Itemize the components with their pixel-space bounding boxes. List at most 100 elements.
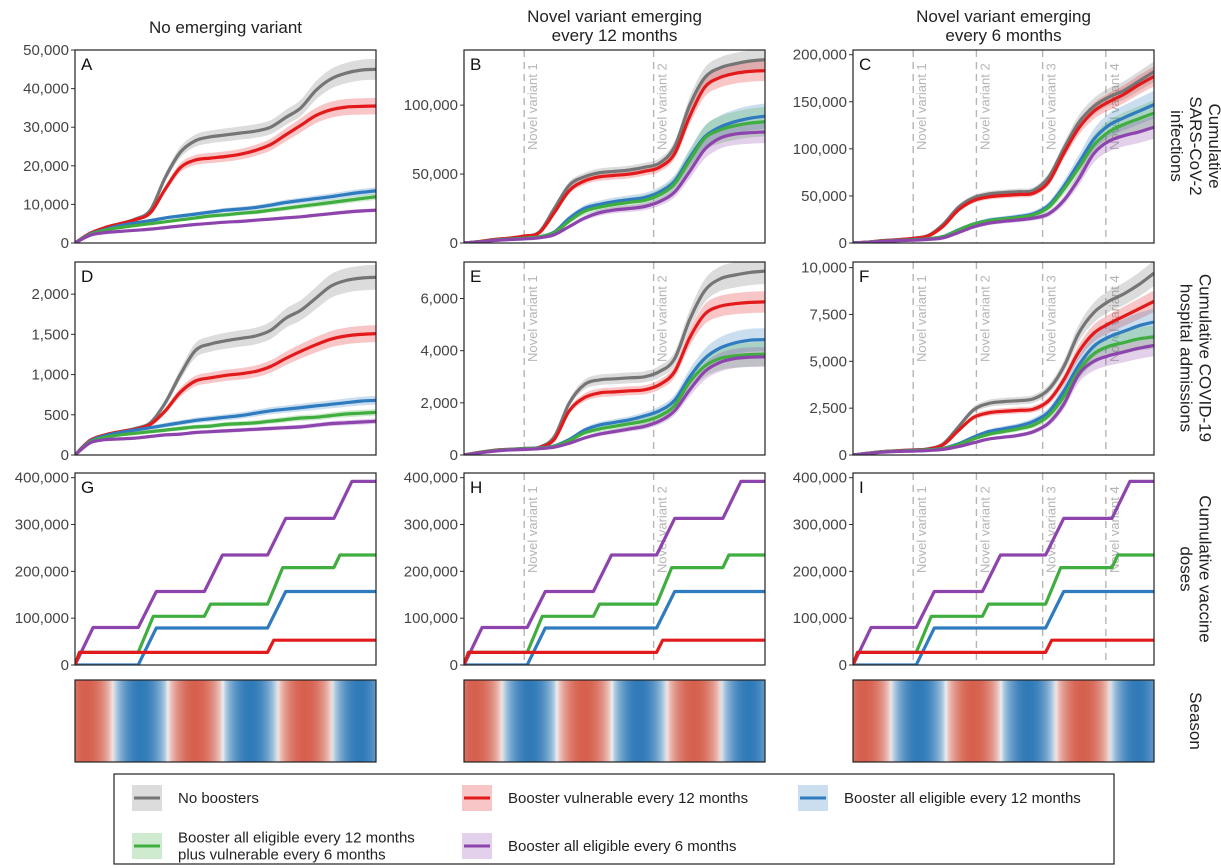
line-no_boosters (75, 275, 376, 455)
y-tick-label: 300,000 (793, 517, 847, 534)
season-strip (74, 679, 377, 763)
y-tick-label: 1,000 (31, 367, 69, 384)
row-title-line: doses (1177, 546, 1196, 591)
legend-item: Booster all eligible every 12 months plu… (132, 830, 415, 864)
panel-I: 0 100,000 200,000 300,000 400,000 Novel varia… (793, 470, 1155, 674)
panel-frame (463, 261, 766, 456)
panel-H: 0 100,000 200,000 300,000 400,000 Novel varia… (404, 470, 766, 674)
line-all_6 (853, 125, 1154, 243)
variant-label: Novel variant 1 (525, 63, 540, 150)
y-tick-label: 100,000 (793, 610, 847, 627)
ribbon-all_6 (853, 334, 1154, 455)
line-vulnerable_12 (75, 104, 376, 243)
y-tick-label: 0 (839, 235, 847, 252)
ribbon-all_12_vuln_6 (75, 193, 376, 243)
ribbon-all_12_vuln_6 (853, 100, 1154, 243)
line-all_6 (464, 130, 765, 243)
legend-label: plus vulnerable every 6 months (178, 847, 386, 864)
column-title-line: No emerging variant (149, 18, 302, 37)
legend-label: Booster all eligible every 12 months (844, 790, 1081, 807)
y-tick-label: 0 (839, 447, 847, 464)
panel-frame (463, 472, 766, 666)
plot-area: Novel variant 1 Novel variant 2 (464, 50, 765, 243)
step-all_12 (75, 589, 376, 665)
panel-frame (852, 472, 1155, 666)
variant-label: Novel variant 1 (525, 486, 540, 573)
legend: No boosters Booster vulnerable every 12 m… (113, 773, 1115, 865)
panel-letter: A (81, 55, 93, 74)
line-all_12 (75, 398, 376, 455)
row-title-line: infections (1167, 110, 1186, 182)
y-tick-label: 150,000 (793, 94, 847, 111)
line-vulnerable_12 (75, 332, 376, 455)
panel-G: 0 100,000 200,000 300,000 400,000 G (15, 470, 377, 674)
panel-letter: F (859, 267, 869, 286)
plot-area: Novel variant 1 Novel variant 2 Novel vari… (853, 262, 1154, 455)
variant-label: Novel variant 2 (655, 63, 670, 150)
panel-D: 0 500 1,000 1,500 2,000 D (31, 261, 377, 464)
line-vulnerable_12 (464, 69, 765, 243)
plot-area (75, 58, 376, 243)
plot-area: Novel variant 1 Novel variant 2 Novel vari… (853, 473, 1154, 665)
ribbon-all_6 (853, 115, 1154, 243)
variant-label: Novel variant 3 (1044, 275, 1059, 362)
ribbon-all_12 (464, 103, 765, 243)
ribbon-vulnerable_12 (464, 60, 765, 243)
column-title-line: every 12 months (552, 26, 678, 45)
legend-label: Booster all eligible every 12 months (178, 830, 415, 847)
column-title-line: Novel variant emerging (916, 7, 1091, 26)
legend-item: No boosters (132, 785, 259, 811)
y-tick-label: 400,000 (793, 470, 847, 487)
y-tick-label: 0 (61, 657, 69, 674)
y-tick-label: 0 (839, 657, 847, 674)
panel-frame (74, 49, 377, 244)
row-title-line: Cumulative (1205, 103, 1221, 188)
step-vulnerable_12 (464, 638, 765, 665)
column-title-line: Novel variant emerging (527, 7, 702, 26)
variant-label: Novel variant 2 (977, 275, 992, 362)
y-tick-label: 0 (450, 447, 458, 464)
panel-C: 0 50,000 100,000 150,000 200,000 Novel varian… (793, 47, 1155, 252)
ribbon-all_12 (853, 308, 1154, 455)
ribbon-all_12 (75, 395, 376, 455)
column-title: No emerging variant (149, 18, 302, 37)
y-tick-label: 0 (61, 447, 69, 464)
y-tick-label: 0 (61, 235, 69, 252)
line-all_6 (75, 208, 376, 243)
variant-label: Novel variant 2 (977, 63, 992, 150)
panel-letter: G (81, 478, 94, 497)
ribbon-no_boosters (464, 50, 765, 243)
ribbon-all_12_vuln_6 (75, 409, 376, 455)
y-tick-label: 50,000 (412, 166, 458, 183)
y-tick-label: 200,000 (793, 47, 847, 64)
legend-item: Booster vulnerable every 12 months (462, 785, 748, 811)
line-all_6 (75, 419, 376, 455)
plot-area: Novel variant 1 Novel variant 2 (464, 473, 765, 665)
panel-letter: E (470, 267, 481, 286)
y-tick-label: 400,000 (15, 470, 69, 487)
y-tick-label: 500 (44, 407, 69, 424)
y-tick-label: 20,000 (23, 158, 69, 175)
panel-letter: C (859, 55, 871, 74)
legend-label: Booster all eligible every 6 months (508, 838, 736, 855)
y-tick-label: 100,000 (404, 97, 458, 114)
y-tick-label: 2,500 (809, 400, 847, 417)
step-all_6 (75, 479, 376, 665)
step-all_6 (464, 479, 765, 665)
line-all_12 (75, 189, 376, 243)
legend-label: Booster vulnerable every 12 months (508, 790, 748, 807)
y-tick-label: 300,000 (15, 517, 69, 534)
ribbon-all_12_vuln_6 (464, 342, 765, 455)
plot-area: Novel variant 1 Novel variant 2 Novel vari… (853, 50, 1154, 243)
y-tick-label: 10,000 (23, 196, 69, 213)
season-strip (852, 679, 1155, 763)
row-title-line: Cumulative COVID-19 (1196, 274, 1215, 442)
ribbon-all_12 (464, 328, 765, 455)
y-tick-label: 50,000 (23, 42, 69, 59)
